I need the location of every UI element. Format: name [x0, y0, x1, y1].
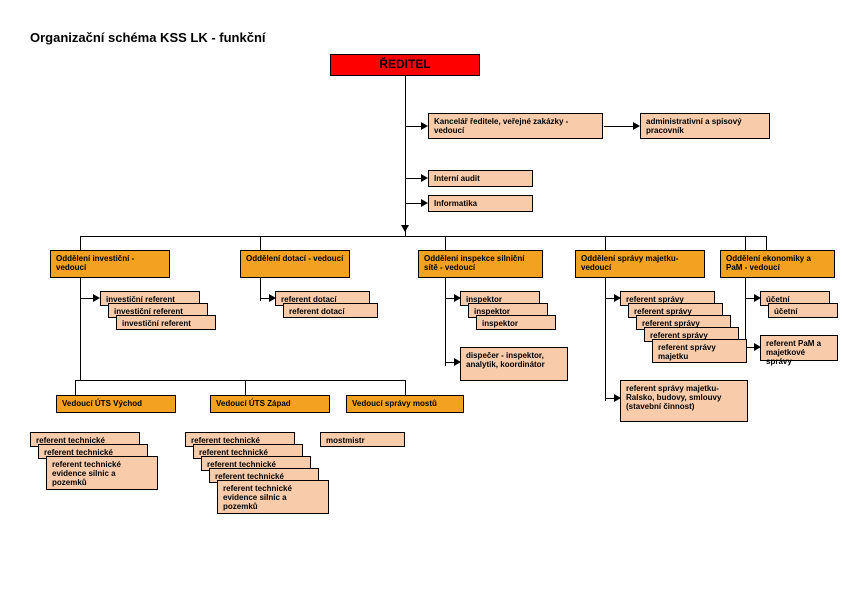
node-rtz5: referent technické evidence silnic a poz… — [217, 480, 329, 514]
connector-h-13 — [75, 380, 405, 381]
connector-h-2 — [405, 178, 422, 179]
node-dot_head: Oddělení dotací - vedoucí — [240, 250, 350, 278]
node-uts_vychod: Vedoucí ÚTS Východ — [56, 395, 176, 413]
node-uts_zapad: Vedoucí ÚTS Západ — [210, 395, 330, 413]
node-rtv3: referent technické evidence silnic a poz… — [46, 456, 158, 490]
connector-h-1 — [604, 126, 634, 127]
node-ucet2: účetní — [768, 303, 838, 318]
connector-h-0 — [405, 126, 422, 127]
node-refpam: referent PaM a majetkové správy — [760, 335, 838, 361]
arrow-r-0 — [421, 122, 428, 130]
connector-v-10 — [405, 380, 406, 395]
node-refspr6: referent správy majetku-Ralsko, budovy, … — [620, 380, 748, 422]
node-maj_head: Oddělení správy majetku- vedoucí — [575, 250, 705, 278]
connector-v-9 — [245, 380, 246, 395]
connector-h-3 — [405, 203, 422, 204]
node-reditel: ŘEDITEL — [330, 54, 480, 76]
connector-v-8 — [75, 380, 76, 395]
connector-h-5 — [80, 298, 94, 299]
arrow-r-1 — [633, 122, 640, 130]
connector-v-6 — [766, 236, 767, 250]
node-mosty: Vedoucí správy mostů — [346, 395, 464, 413]
node-eko_head: Oddělení ekonomiky a PaM - vedoucí — [720, 250, 835, 278]
node-inv_ref3: investiční referent — [116, 315, 216, 330]
node-dispec: dispečer - inspektor, analytik, koordiná… — [460, 347, 568, 381]
arrow-d-0 — [401, 225, 409, 232]
node-admin: administrativní a spisový pracovník — [640, 113, 770, 139]
node-insp_head: Oddělení inspekce silniční sítě - vedouc… — [418, 250, 543, 278]
org-chart-canvas: Organizační schéma KSS LK - funkční ŘEDI… — [0, 0, 842, 595]
node-audit: Interní audit — [428, 170, 533, 187]
arrow-r-2 — [421, 174, 428, 182]
node-dot_ref2: referent dotací — [283, 303, 378, 318]
node-kancelar: Kancelář ředitele, veřejné zakázky - ved… — [428, 113, 603, 139]
page-title: Organizační schéma KSS LK - funkční — [30, 30, 266, 45]
connector-v-0 — [405, 76, 406, 236]
node-inv_head: Oddělení investiční - vedoucí — [50, 250, 170, 278]
node-informat: Informatika — [428, 195, 533, 212]
connector-h-4 — [80, 236, 766, 237]
connector-v-7 — [80, 278, 81, 300]
node-mostm: mostmistr — [320, 432, 405, 447]
node-insp3: inspektor — [476, 315, 556, 330]
node-refspr5: referent správy majetku — [652, 339, 747, 363]
arrow-r-4 — [93, 294, 100, 302]
arrow-r-3 — [421, 199, 428, 207]
